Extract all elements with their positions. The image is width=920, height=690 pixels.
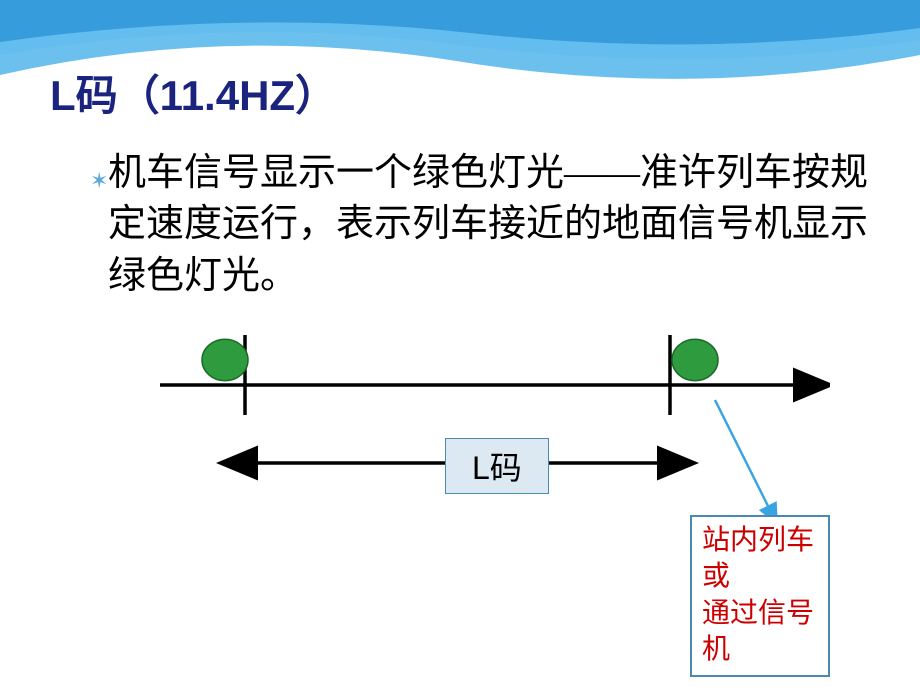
- annotation-arrow: [715, 400, 770, 510]
- code-label-text: L码: [472, 450, 522, 486]
- signal-diagram: L码 站内列车或 通过信号机: [150, 335, 830, 635]
- annotation-box: 站内列车或 通过信号机: [690, 515, 830, 677]
- green-light-2: [672, 339, 718, 380]
- annotation-line2: 通过信号机: [702, 596, 818, 669]
- annotation-line1: 站内列车或: [702, 523, 818, 596]
- bullet-star-icon: ✶: [90, 168, 108, 194]
- green-light-1: [202, 339, 248, 380]
- body-text: 机车信号显示一个绿色灯光——准许列车按规定速度运行，表示列车接近的地面信号机显示…: [108, 148, 868, 302]
- slide-title: L码（11.4HZ）: [50, 62, 337, 123]
- code-label-box: L码: [445, 438, 549, 494]
